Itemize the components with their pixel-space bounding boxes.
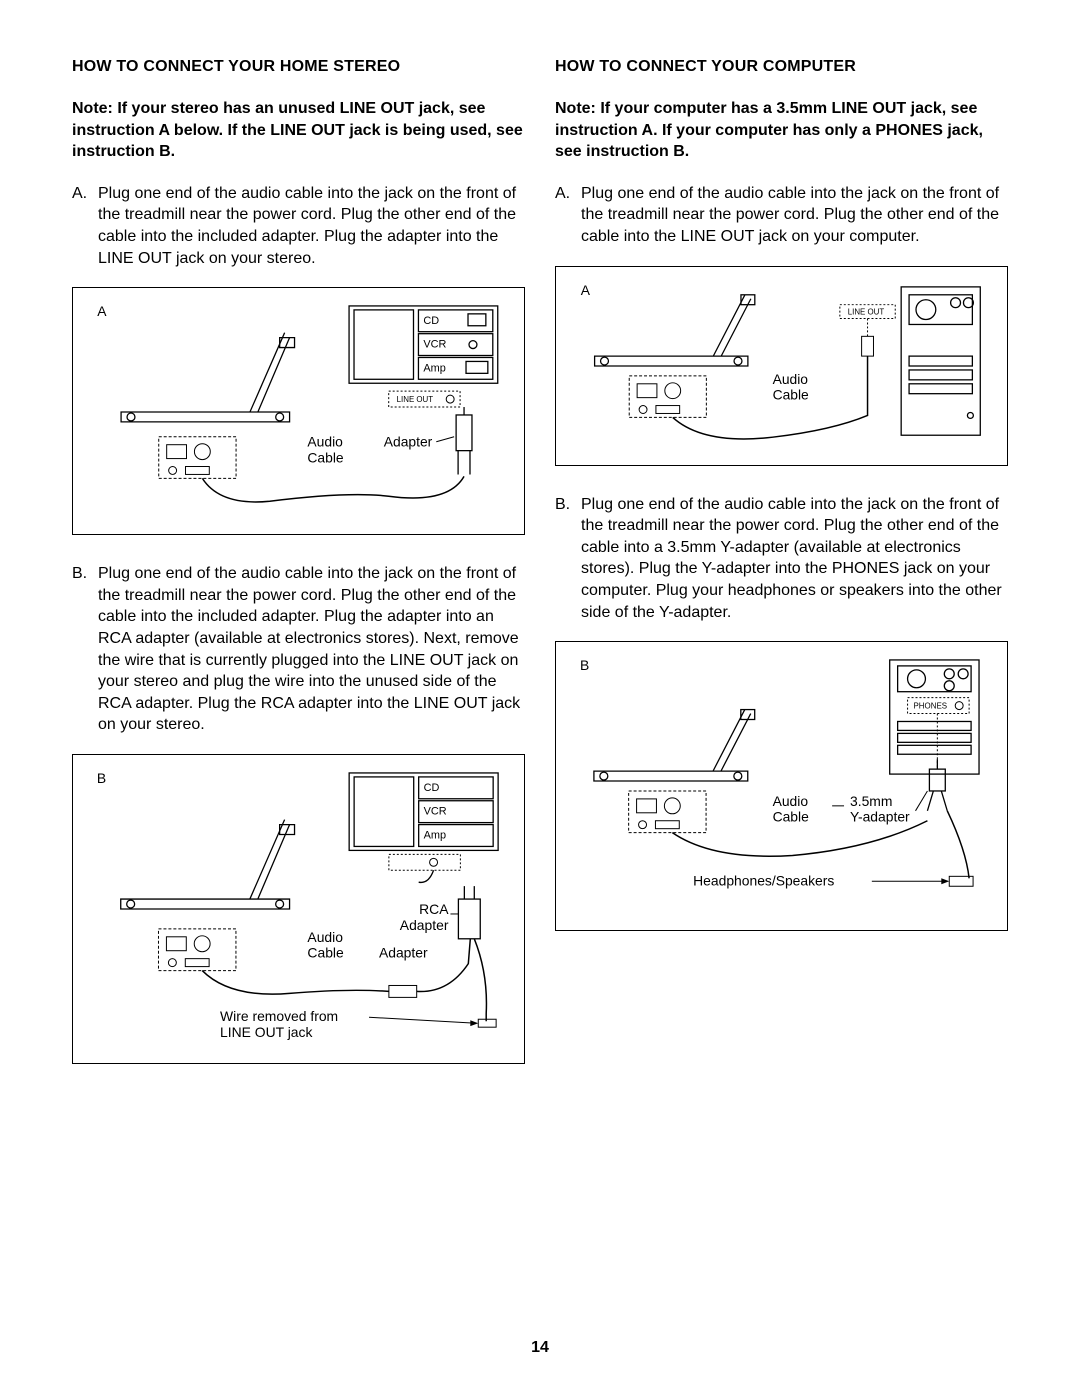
audio-cable-icon bbox=[673, 356, 868, 439]
svg-text:PHONES: PHONES bbox=[914, 702, 948, 711]
page-number: 14 bbox=[0, 1339, 1080, 1357]
audio-cable-icon bbox=[202, 477, 464, 503]
svg-text:Headphones/Speakers: Headphones/Speakers bbox=[693, 872, 834, 888]
svg-text:AudioCable: AudioCable bbox=[773, 793, 810, 825]
marker-a: A. bbox=[555, 183, 581, 248]
treadmill-icon bbox=[121, 333, 294, 422]
right-diagram-b: B bbox=[555, 641, 1008, 931]
adapter-icon bbox=[456, 407, 472, 474]
right-instruction-a: A. Plug one end of the audio cable into … bbox=[555, 183, 1008, 248]
right-diagram-a: A bbox=[555, 266, 1008, 466]
svg-text:AudioCable: AudioCable bbox=[307, 929, 344, 961]
computer-tower-icon bbox=[901, 286, 980, 434]
right-heading: HOW TO CONNECT YOUR COMPUTER bbox=[555, 58, 1008, 76]
svg-text:VCR: VCR bbox=[424, 806, 447, 818]
diagram-letter: B bbox=[580, 657, 589, 673]
left-instruction-b: B. Plug one end of the audio cable into … bbox=[72, 563, 525, 736]
right-note: Note: If your computer has a 3.5mm LINE … bbox=[555, 98, 1008, 163]
marker-a: A. bbox=[72, 183, 98, 269]
svg-text:LINE OUT: LINE OUT bbox=[397, 395, 434, 404]
svg-text:CD: CD bbox=[423, 315, 439, 327]
svg-text:VCR: VCR bbox=[423, 339, 446, 351]
svg-text:LINE OUT: LINE OUT bbox=[848, 307, 885, 316]
svg-text:AudioCable: AudioCable bbox=[773, 370, 809, 402]
left-instruction-a: A. Plug one end of the audio cable into … bbox=[72, 183, 525, 269]
right-instruction-b: B. Plug one end of the audio cable into … bbox=[555, 494, 1008, 624]
audio-cable-icon bbox=[202, 970, 389, 994]
left-note: Note: If your stereo has an unused LINE … bbox=[72, 98, 525, 163]
diagram-letter: B bbox=[97, 770, 106, 786]
treadmill-icon bbox=[594, 710, 755, 781]
left-heading: HOW TO CONNECT YOUR HOME STEREO bbox=[72, 58, 525, 76]
body-a: Plug one end of the audio cable into the… bbox=[581, 183, 1008, 248]
svg-text:Amp: Amp bbox=[423, 363, 445, 375]
left-column: HOW TO CONNECT YOUR HOME STEREO Note: If… bbox=[72, 58, 525, 1092]
svg-text:Amp: Amp bbox=[424, 829, 446, 841]
computer-tower-icon bbox=[890, 660, 979, 774]
left-diagram-a: A bbox=[72, 287, 525, 535]
diagram-letter: A bbox=[97, 303, 107, 319]
left-diagram-b: B bbox=[72, 754, 525, 1064]
svg-text:AudioCable: AudioCable bbox=[307, 434, 344, 466]
rca-adapter-icon bbox=[458, 886, 480, 939]
marker-b: B. bbox=[72, 563, 98, 736]
audio-cable-icon bbox=[672, 821, 927, 856]
manual-page: HOW TO CONNECT YOUR HOME STEREO Note: If… bbox=[0, 0, 1080, 1132]
body-b: Plug one end of the audio cable into the… bbox=[581, 494, 1008, 624]
plug-icon bbox=[478, 1019, 496, 1027]
body-a: Plug one end of the audio cable into the… bbox=[98, 183, 525, 269]
svg-text:3.5mmY-adapter: 3.5mmY-adapter bbox=[850, 793, 910, 825]
marker-b: B. bbox=[555, 494, 581, 624]
body-b: Plug one end of the audio cable into the… bbox=[98, 563, 525, 736]
right-column: HOW TO CONNECT YOUR COMPUTER Note: If yo… bbox=[555, 58, 1008, 1092]
treadmill-icon bbox=[121, 820, 295, 909]
svg-text:RCAAdapter: RCAAdapter bbox=[400, 901, 449, 933]
diagram-letter: A bbox=[581, 281, 591, 297]
svg-text:Adapter: Adapter bbox=[379, 945, 428, 961]
svg-text:Adapter: Adapter bbox=[384, 434, 433, 450]
svg-text:Wire removed fromLINE OUT jack: Wire removed fromLINE OUT jack bbox=[220, 1008, 338, 1040]
treadmill-icon bbox=[595, 294, 755, 365]
y-adapter-icon bbox=[927, 759, 947, 811]
svg-text:CD: CD bbox=[424, 782, 440, 794]
